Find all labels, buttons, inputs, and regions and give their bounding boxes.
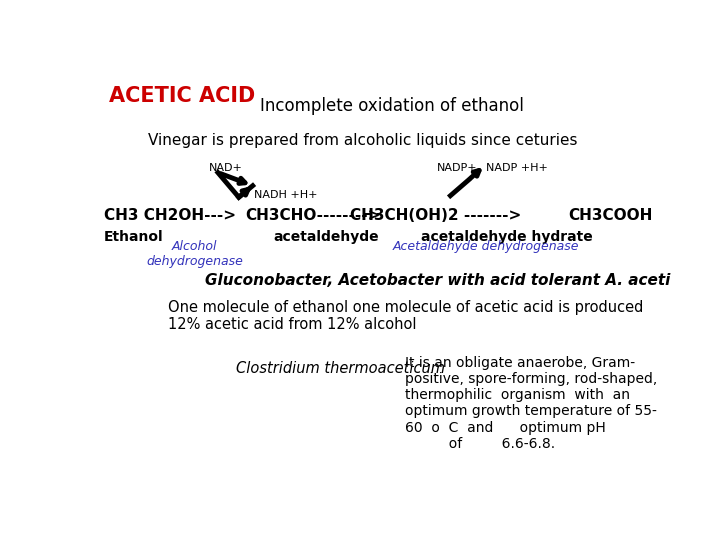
Text: CH3CH(OH)2 ------->: CH3CH(OH)2 ------->: [350, 208, 521, 223]
Text: acetaldehyde: acetaldehyde: [273, 230, 379, 244]
Text: CH3CHO-------->: CH3CHO-------->: [245, 208, 380, 223]
Text: NADP+: NADP+: [437, 164, 478, 173]
Text: acetaldehyde hydrate: acetaldehyde hydrate: [421, 230, 593, 244]
Text: Acetaldehyde dehydrogenase: Acetaldehyde dehydrogenase: [392, 240, 579, 253]
Text: Incomplete oxidation of ethanol: Incomplete oxidation of ethanol: [261, 97, 524, 115]
Text: One molecule of ethanol one molecule of acetic acid is produced
12% acetic acid : One molecule of ethanol one molecule of …: [168, 300, 643, 332]
Text: NAD+: NAD+: [209, 164, 243, 173]
Text: CH3COOH: CH3COOH: [568, 208, 652, 223]
Text: NADH +H+: NADH +H+: [254, 190, 318, 200]
Text: It is an obligate anaerobe, Gram-
positive, spore-forming, rod-shaped,
thermophi: It is an obligate anaerobe, Gram- positi…: [405, 356, 657, 451]
Text: Gluconobacter, Acetobacter with acid tolerant A. aceti: Gluconobacter, Acetobacter with acid tol…: [204, 273, 670, 288]
Text: Ethanol: Ethanol: [104, 230, 163, 244]
Text: Clostridium thermoaceticum: Clostridium thermoaceticum: [235, 361, 445, 376]
Text: CH3 CH2OH--->: CH3 CH2OH--->: [104, 208, 236, 223]
Text: Vinegar is prepared from alcoholic liquids since ceturies: Vinegar is prepared from alcoholic liqui…: [148, 132, 577, 147]
Text: ACETIC ACID: ACETIC ACID: [109, 86, 256, 106]
Text: NADP +H+: NADP +H+: [486, 164, 548, 173]
Text: Alcohol
dehydrogenase: Alcohol dehydrogenase: [146, 240, 243, 268]
